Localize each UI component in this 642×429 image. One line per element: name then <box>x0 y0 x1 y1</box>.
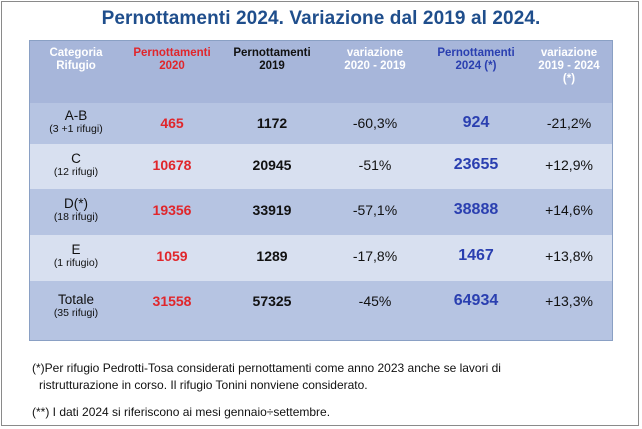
footnote-1-line2: ristrutturazione in corso. Il rifugio To… <box>39 378 368 392</box>
value-var-2020-2019: -17,8% <box>352 248 398 264</box>
table-row: C (12 rifugi) 10678 20945 -51% 23655 +12… <box>30 144 612 189</box>
header-p2020-line2: 2020 <box>159 60 185 72</box>
header-categoria-line2: Rifugio <box>56 60 96 72</box>
category-count: (18 rifugi) <box>53 211 99 223</box>
value-p2024: 23655 <box>453 156 499 173</box>
category-name: Totale <box>57 292 95 307</box>
header-pernottamenti-2024: Pernottamenti 2024 (*) <box>428 47 524 73</box>
category-name: D(*) <box>64 196 88 211</box>
header-pernottamenti-2019: Pernottamenti 2019 <box>222 47 322 73</box>
table-row: D(*) (18 rifugi) 19356 33919 -57,1% 3888… <box>30 189 612 235</box>
data-table: Categoria Rifugio Pernottamenti 2020 Per… <box>29 40 613 341</box>
value-p2024: 38888 <box>453 201 499 218</box>
header-p2020-line1: Pernottamenti <box>133 47 211 59</box>
header-variazione-2019-2024: variazione 2019 - 2024 (*) <box>524 47 612 86</box>
value-var-2019-2024: +14,6% <box>545 202 593 218</box>
category-count: (1 rifugio) <box>53 257 99 269</box>
value-var-2020-2019: -51% <box>358 157 392 173</box>
table-row: A-B (3 +1 rifugi) 465 1172 -60,3% 924 -2… <box>30 103 612 144</box>
value-p2024: 64934 <box>453 292 499 309</box>
header-p2019-line1: Pernottamenti <box>233 47 311 59</box>
header-p2024-line1: Pernottamenti <box>437 47 515 59</box>
value-var-2019-2024: +13,3% <box>545 293 593 309</box>
header-var1-line1: variazione <box>346 47 404 59</box>
value-var-2020-2019: -45% <box>358 293 392 309</box>
value-var-2019-2024: +12,9% <box>545 157 593 173</box>
value-p2020: 10678 <box>152 157 192 173</box>
value-var-2020-2019: -60,3% <box>352 115 398 131</box>
category-cell: D(*) (18 rifugi) <box>30 196 122 223</box>
value-p2020: 1059 <box>156 248 188 264</box>
value-p2019: 20945 <box>252 157 292 173</box>
value-p2020: 19356 <box>152 202 192 218</box>
header-p2019-line2: 2019 <box>259 60 285 72</box>
header-categoria-line1: Categoria <box>49 47 103 59</box>
category-count: (35 rifugi) <box>53 307 99 319</box>
category-count: (3 +1 rifugi) <box>49 123 103 135</box>
value-p2019: 33919 <box>252 202 292 218</box>
table-row: Totale (35 rifugi) 31558 57325 -45% 6493… <box>30 281 612 340</box>
category-name: E <box>71 242 81 257</box>
category-name: A-B <box>64 108 88 123</box>
header-pernottamenti-2020: Pernottamenti 2020 <box>122 47 222 73</box>
header-p2024-line2: 2024 (*) <box>455 60 497 72</box>
category-cell: C (12 rifugi) <box>30 151 122 178</box>
footnote-1-line1: (*)Per rifugio Pedrotti-Tosa considerati… <box>32 361 501 375</box>
header-var2-line2: 2019 - 2024 <box>538 60 600 72</box>
value-p2019: 1289 <box>256 248 288 264</box>
table-header: Categoria Rifugio Pernottamenti 2020 Per… <box>30 41 612 103</box>
value-p2019: 1172 <box>256 115 288 131</box>
header-var1-line2: 2020 - 2019 <box>344 60 406 72</box>
header-variazione-2020-2019: variazione 2020 - 2019 <box>322 47 428 73</box>
header-var2-line3: (*) <box>562 73 576 85</box>
category-cell: E (1 rifugio) <box>30 242 122 269</box>
footnote-1: (*)Per rifugio Pedrotti-Tosa considerati… <box>32 360 501 394</box>
value-p2024: 1467 <box>458 247 494 264</box>
value-var-2019-2024: +13,8% <box>545 248 593 264</box>
header-categoria: Categoria Rifugio <box>30 47 122 73</box>
footnote-2: (**) I dati 2024 si riferiscono ai mesi … <box>32 405 331 419</box>
value-var-2019-2024: -21,2% <box>546 115 592 131</box>
category-name: C <box>71 151 81 166</box>
value-var-2020-2019: -57,1% <box>352 202 398 218</box>
value-p2020: 465 <box>160 115 184 131</box>
category-count: (12 rifugi) <box>53 166 99 178</box>
header-var2-line1: variazione <box>540 47 598 59</box>
value-p2024: 924 <box>462 114 490 131</box>
value-p2020: 31558 <box>152 293 192 309</box>
category-cell: A-B (3 +1 rifugi) <box>30 108 122 135</box>
category-cell: Totale (35 rifugi) <box>30 292 122 319</box>
value-p2019: 57325 <box>252 293 292 309</box>
page-title: Pernottamenti 2024. Variazione dal 2019 … <box>101 8 541 29</box>
table-row: E (1 rifugio) 1059 1289 -17,8% 1467 +13,… <box>30 235 612 281</box>
